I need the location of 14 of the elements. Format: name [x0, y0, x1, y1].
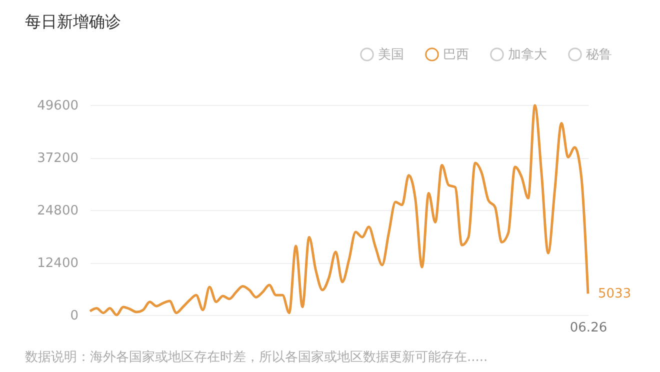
- legend-label: 秘鲁: [586, 47, 612, 62]
- text: 数据说明：海外各国家或地区存在时差，所以各国家或地区数据更新可能存在.....: [25, 349, 488, 365]
- annotation: 5033: [598, 286, 632, 302]
- legend-label: 美国: [378, 46, 404, 62]
- y-tick-label: 37200: [37, 151, 78, 166]
- legend-label: 巴西: [443, 47, 469, 62]
- y-tick-label: 0: [70, 308, 78, 324]
- legend-label: 加拿大: [508, 47, 547, 62]
- y-tick-label: 24800: [37, 204, 78, 218]
- y-tick-label: 12400: [37, 256, 78, 271]
- line-series: [88, 104, 590, 316]
- x-tick-label: 06.26: [570, 320, 608, 336]
- chart-title: 每日新增确诊: [25, 12, 121, 31]
- y-tick-label: 49600: [37, 98, 78, 114]
